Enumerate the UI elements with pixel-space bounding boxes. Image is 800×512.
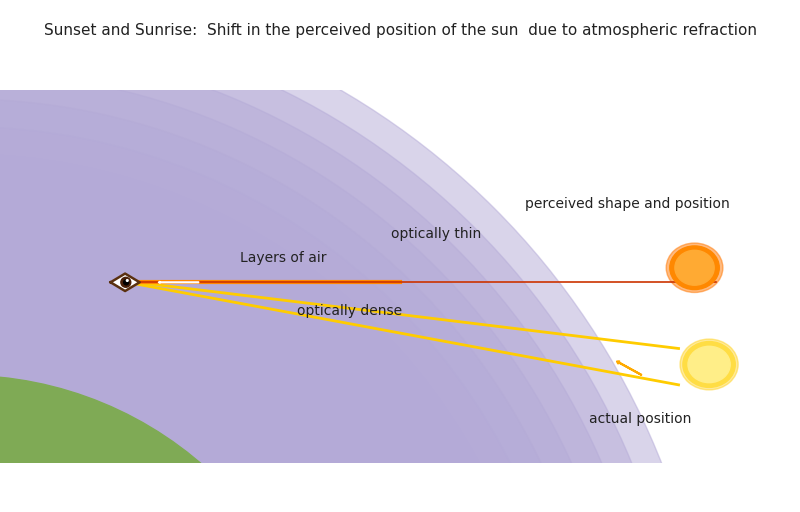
Polygon shape <box>110 273 140 291</box>
Text: perceived shape and position: perceived shape and position <box>525 198 730 211</box>
Circle shape <box>121 278 130 287</box>
Ellipse shape <box>670 246 719 290</box>
Ellipse shape <box>675 250 714 285</box>
Ellipse shape <box>666 243 723 292</box>
Circle shape <box>0 375 327 512</box>
Circle shape <box>0 292 410 512</box>
Circle shape <box>0 0 714 512</box>
Circle shape <box>0 16 686 512</box>
Text: optically dense: optically dense <box>297 305 402 318</box>
Circle shape <box>0 154 548 512</box>
Circle shape <box>0 209 493 512</box>
Circle shape <box>0 71 631 512</box>
Circle shape <box>0 320 382 512</box>
Circle shape <box>0 182 521 512</box>
Ellipse shape <box>683 342 735 388</box>
Ellipse shape <box>688 346 730 382</box>
Text: actual position: actual position <box>589 412 691 426</box>
Ellipse shape <box>680 339 738 390</box>
Circle shape <box>124 280 129 285</box>
Circle shape <box>0 348 355 512</box>
Circle shape <box>0 44 659 512</box>
Text: Layers of air: Layers of air <box>240 250 326 265</box>
Circle shape <box>126 280 128 282</box>
Circle shape <box>0 265 438 512</box>
Circle shape <box>0 237 466 512</box>
Circle shape <box>0 99 604 512</box>
Text: optically thin: optically thin <box>391 227 482 241</box>
Circle shape <box>0 126 576 512</box>
Text: Sunset and Sunrise:  Shift in the perceived position of the sun  due to atmosphe: Sunset and Sunrise: Shift in the perceiv… <box>43 23 757 38</box>
